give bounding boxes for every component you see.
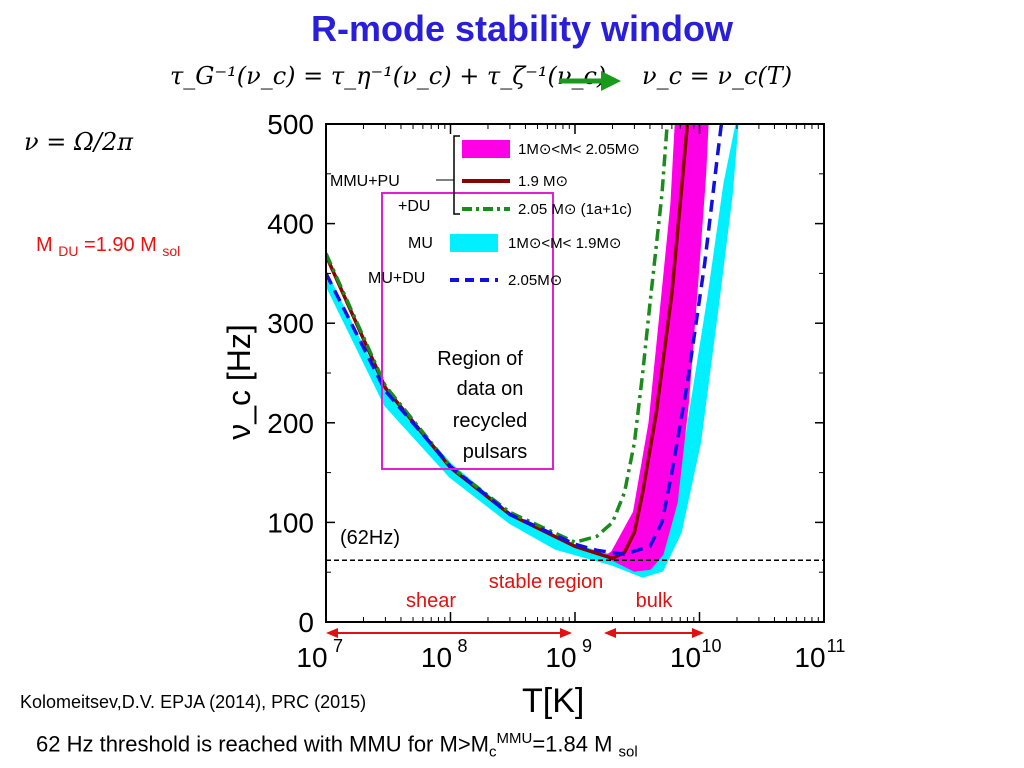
region-label-line1: Region of: [437, 348, 523, 370]
citation: Kolomeitsev,D.V. EPJA (2014), PRC (2015): [20, 692, 367, 712]
band-magenta: [605, 124, 709, 572]
x-tick-label: 10: [545, 642, 576, 673]
region-label-line4: pulsars: [463, 441, 527, 463]
legend: MMU+PU +DU MU MU+DU 1M⊙<M< 2.05M⊙ 1.9 M⊙…: [330, 135, 640, 289]
x-tick-label: 10: [670, 642, 701, 673]
legend-entry-1: 1M⊙<M< 2.05M⊙: [518, 141, 640, 158]
x-tick-label: 10: [794, 642, 825, 673]
stable-region-label: stable region: [489, 571, 604, 593]
x-tick-exponent: 8: [457, 636, 467, 656]
legend-swatch-cyan: [450, 234, 498, 252]
legend-group-mudu: MU+DU: [368, 270, 425, 287]
legend-entry-2: 1.9 M⊙: [518, 173, 568, 190]
equation-critical-frequency: ν_c = ν_c(T): [642, 62, 793, 90]
y-tick-label: 300: [267, 308, 314, 339]
page-title: R-mode stability window: [310, 8, 733, 49]
y-tick-label: 400: [267, 209, 314, 240]
shear-label: shear: [406, 590, 456, 612]
y-tick-label: 500: [267, 109, 314, 140]
pulsar-region-box: [381, 192, 554, 470]
mdu-label: M DU =1.90 M sol: [36, 234, 181, 259]
x-tick-label: 10: [296, 642, 327, 673]
bulk-label: bulk: [636, 590, 674, 612]
x-tick-exponent: 7: [333, 636, 343, 656]
legend-entry-3: 2.05 M⊙ (1a+1c): [518, 201, 632, 218]
x-tick-exponent: 10: [701, 636, 721, 656]
y-tick-label: 0: [298, 607, 314, 638]
x-tick-exponent: 9: [582, 636, 592, 656]
footnote: 62 Hz threshold is reached with MMU for …: [36, 730, 638, 761]
legend-swatch-magenta: [462, 140, 510, 158]
legend-entry-4: 1M⊙<M< 1.9M⊙: [508, 235, 622, 252]
threshold-label: (62Hz): [340, 527, 400, 549]
y-tick-label: 100: [267, 507, 314, 538]
legend-group-mu: MU: [408, 235, 433, 252]
x-tick-label: 10: [421, 642, 452, 673]
shear-range-arrow: [326, 628, 572, 638]
equation-damping-rates: τ_G⁻¹(ν_c) = τ_η⁻¹(ν_c) + τ_ζ⁻¹(ν_c): [170, 62, 607, 90]
band-cyan: [326, 124, 739, 578]
legend-group-mmupu: MMU+PU: [330, 173, 400, 190]
y-tick-label: 200: [267, 408, 314, 439]
arrow-right-icon: [559, 71, 621, 91]
series-line-2-05msol-dashed: [326, 124, 724, 557]
x-tick-exponent: 11: [827, 636, 846, 656]
legend-group-du: +DU: [398, 198, 430, 215]
bulk-range-arrow: [604, 628, 704, 638]
region-label-line3: recycled: [453, 410, 527, 432]
region-label-line2: data on: [457, 378, 524, 400]
y-axis-label: ν_c [Hz]: [221, 324, 257, 440]
nu-definition: ν = Ω/2π: [24, 128, 133, 156]
legend-entry-5: 2.05M⊙: [508, 272, 562, 289]
x-axis-label: T[K]: [522, 682, 584, 720]
